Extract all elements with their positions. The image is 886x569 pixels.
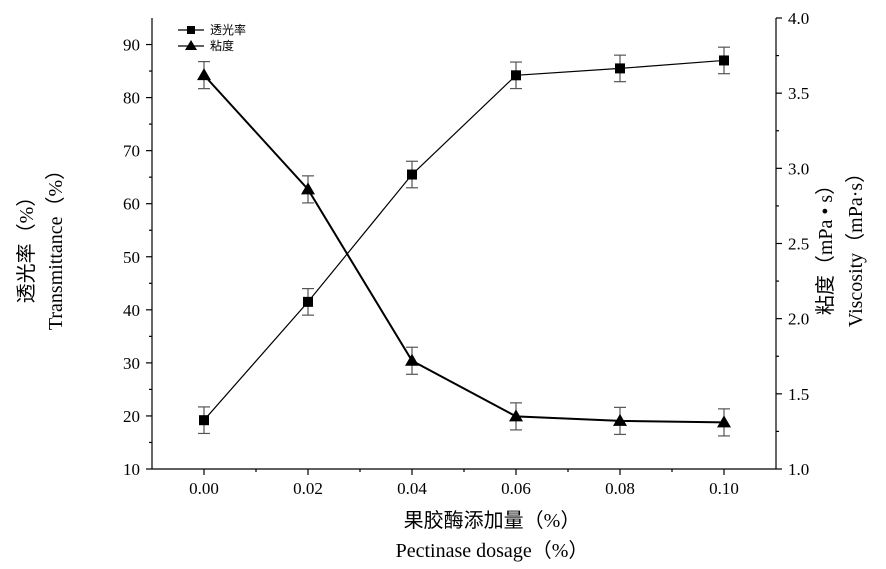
data-point-triangle xyxy=(197,68,211,81)
data-point-square xyxy=(407,169,417,180)
series-layer xyxy=(197,46,731,437)
data-point-triangle xyxy=(509,409,523,422)
series-2 xyxy=(197,60,731,437)
left-tick-label: 70 xyxy=(123,142,140,161)
right-tick-label: 4.0 xyxy=(788,9,809,28)
right-tick-label: 2.0 xyxy=(788,310,809,329)
data-point-triangle xyxy=(717,415,731,428)
left-y-axis: 10 20 30 40 50 60 70 80 90 xyxy=(123,36,152,479)
left-tick-label: 80 xyxy=(123,89,140,108)
legend-marker-triangle xyxy=(185,40,197,50)
left-axis-title-cn: 透光率（%） xyxy=(15,187,38,304)
series-1 xyxy=(198,46,730,435)
data-point-square xyxy=(615,63,625,74)
left-axis-title-en: Transmittance（%） xyxy=(44,160,67,330)
data-point-square xyxy=(511,70,521,81)
data-point-square xyxy=(199,415,209,426)
left-tick-label: 30 xyxy=(123,354,140,373)
x-axis-title-en: Pectinase dosage（%） xyxy=(396,539,589,562)
x-tick-label: 0.10 xyxy=(709,479,739,498)
right-tick-label: 2.5 xyxy=(788,235,809,254)
right-axis-title-cn: 粘度（mPa • s） xyxy=(814,175,837,315)
series-line xyxy=(203,74,725,424)
right-tick-label: 1.0 xyxy=(788,460,809,479)
right-axis-title-en: Viscosity（mPa·s） xyxy=(844,163,867,327)
right-y-axis: 1.0 1.5 2.0 2.5 3.0 3.5 4.0 xyxy=(776,9,809,479)
left-tick-label: 20 xyxy=(123,407,140,426)
data-point-square xyxy=(303,296,313,307)
x-tick-label: 0.02 xyxy=(293,479,323,498)
left-tick-label: 50 xyxy=(123,248,140,267)
x-tick-label: 0.06 xyxy=(501,479,531,498)
right-tick-label: 3.0 xyxy=(788,159,809,178)
plot-frame xyxy=(151,18,777,470)
data-point-triangle xyxy=(301,182,315,195)
left-tick-label: 90 xyxy=(123,36,140,55)
x-axis: 0.00 0.02 0.04 0.06 0.08 0.10 xyxy=(189,469,739,498)
right-tick-label: 3.5 xyxy=(788,84,809,103)
legend-marker-square xyxy=(187,26,195,34)
data-point-square xyxy=(719,55,729,66)
data-point-triangle xyxy=(405,353,419,366)
x-tick-label: 0.04 xyxy=(397,479,427,498)
x-tick-label: 0.08 xyxy=(605,479,635,498)
x-tick-label: 0.00 xyxy=(189,479,219,498)
right-tick-label: 1.5 xyxy=(788,385,809,404)
x-axis-title-cn: 果胶酶添加量（%） xyxy=(404,509,581,532)
legend-label: 粘度 xyxy=(210,38,234,53)
data-point-triangle xyxy=(613,413,627,426)
left-tick-label: 40 xyxy=(123,301,140,320)
left-tick-label: 10 xyxy=(123,460,140,479)
series-line xyxy=(203,59,725,421)
legend-label: 透光率 xyxy=(210,22,246,37)
left-tick-label: 60 xyxy=(123,195,140,214)
